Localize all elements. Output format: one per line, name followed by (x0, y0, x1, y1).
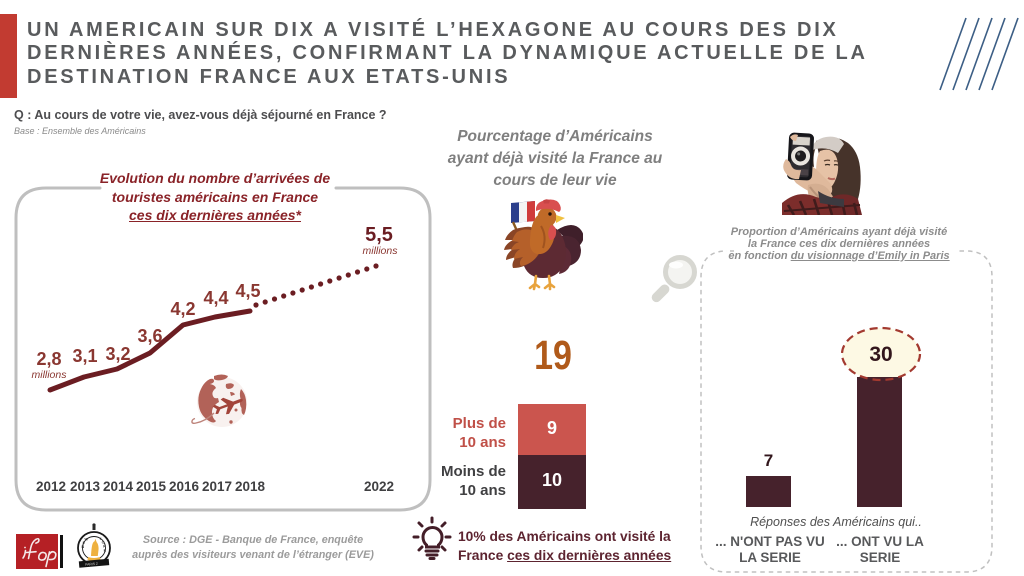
svg-text:W: W (85, 538, 89, 542)
svg-text:N: N (82, 545, 85, 549)
svg-text:PARIS 2: PARIS 2 (85, 562, 98, 567)
svg-text:R: R (103, 544, 106, 548)
svg-text:O: O (102, 540, 105, 544)
svg-text:Y: Y (99, 537, 102, 541)
svg-text:E: E (83, 541, 86, 545)
svg-text:K: K (104, 549, 107, 553)
